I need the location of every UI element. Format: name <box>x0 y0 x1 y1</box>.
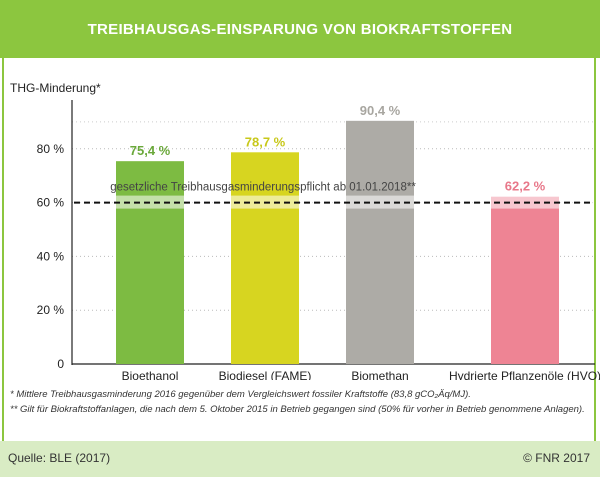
title-banner: TREIBHAUSGAS-EINSPARUNG VON BIOKRAFTSTOF… <box>0 0 600 58</box>
y-axis-label: THG-Minderung* <box>10 81 101 95</box>
x-tick-label: Biomethan <box>351 369 408 380</box>
source-bar: Quelle: BLE (2017) © FNR 2017 <box>0 441 600 477</box>
reference-line-label: gesetzliche Treibhausgasminderungspflich… <box>110 182 416 194</box>
x-tick-label: Hydrierte Pflanzenöle (HVO) <box>449 369 600 380</box>
y-tick-label: 80 % <box>37 142 65 156</box>
bar-value-label: 62,2 % <box>505 179 546 194</box>
y-tick-label: 0 <box>57 357 64 371</box>
bar-chart: THG-Minderung* 0 20 % 40 % 60 % 80 % 75,4 % Bio… <box>10 81 600 380</box>
chart-title: TREIBHAUSGAS-EINSPARUNG VON BIOKRAFTSTOF… <box>87 20 513 38</box>
footnote-1: * Mittlere Treibhausgasminderung 2016 ge… <box>10 389 471 400</box>
y-tick-label: 40 % <box>37 249 65 263</box>
x-tick-label: Biodiesel (FAME) <box>219 369 312 380</box>
bar-value-label: 78,7 % <box>245 134 286 149</box>
source-text: Quelle: BLE (2017) <box>8 451 111 465</box>
bar <box>116 161 184 364</box>
bar-value-label: 75,4 % <box>130 143 171 158</box>
y-tick-label: 20 % <box>37 303 65 317</box>
bar <box>346 120 414 364</box>
bar <box>491 196 559 364</box>
y-tick-label: 60 % <box>37 196 65 210</box>
bar <box>231 152 299 364</box>
x-tick-label: Bioethanol <box>122 369 179 380</box>
reference-band <box>74 195 593 209</box>
copyright-text: © FNR 2017 <box>523 451 590 465</box>
footnote-2: ** Gilt für Biokraftstoffanlagen, die na… <box>10 404 585 415</box>
bar-value-label: 90,4 % <box>360 103 401 118</box>
